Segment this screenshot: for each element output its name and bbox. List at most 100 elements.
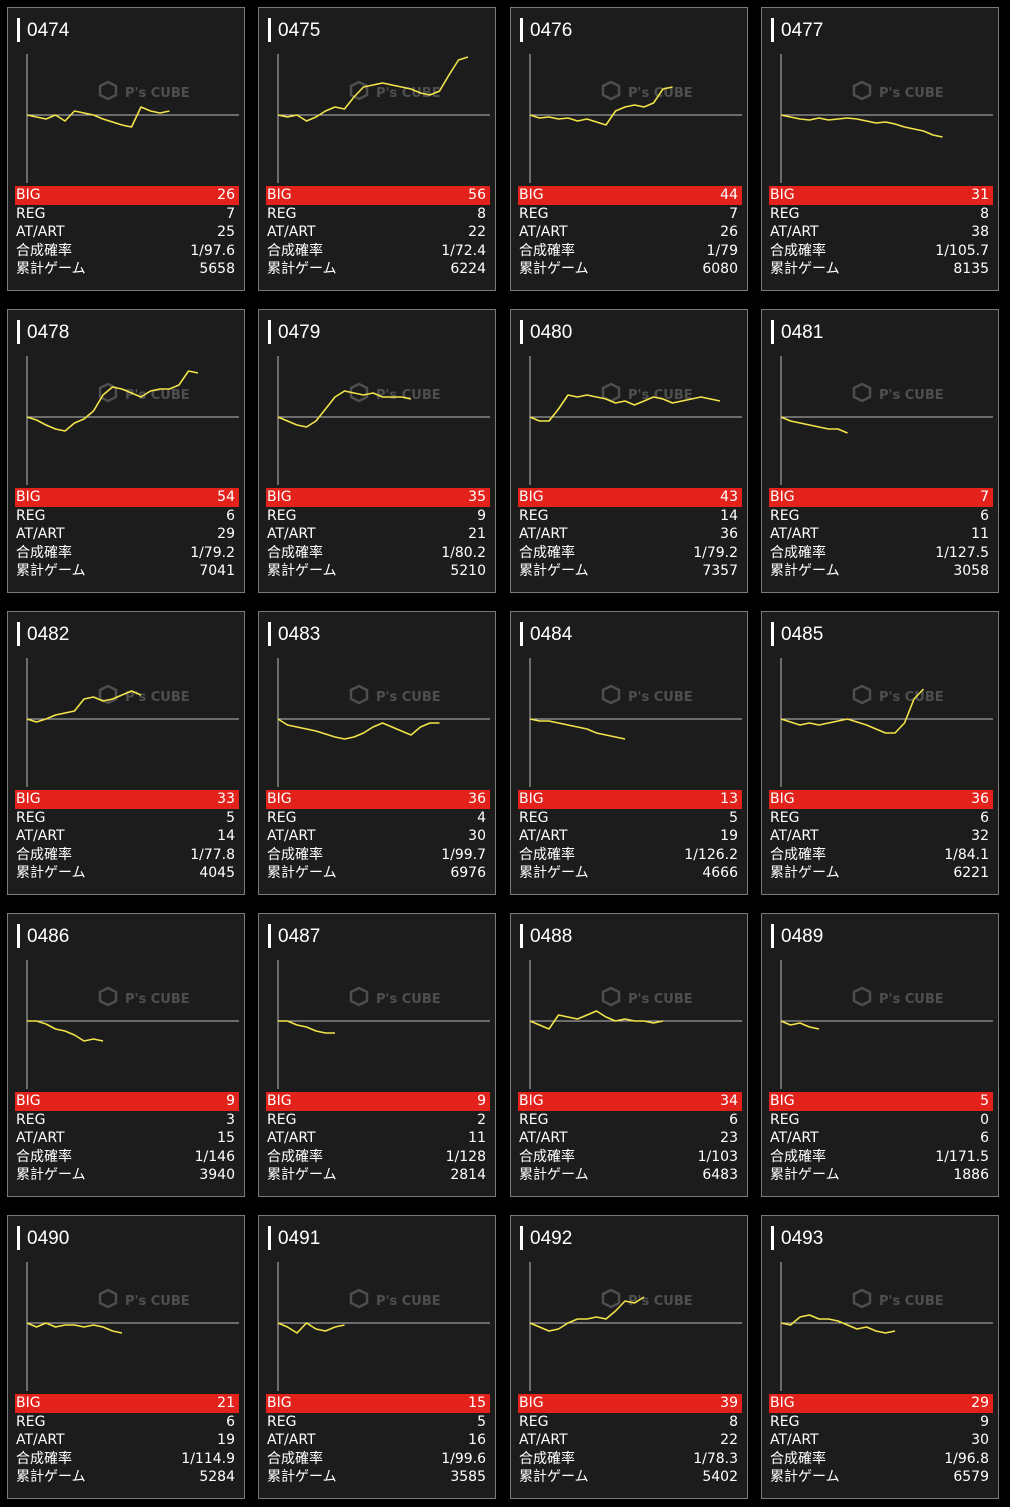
probability-row-value: 1/96.8 xyxy=(944,1450,989,1467)
watermark-text: P's CUBE xyxy=(628,992,693,1007)
at-row-label: AT/ART xyxy=(16,1130,65,1147)
big-row-label: BIG xyxy=(519,1093,544,1109)
probability-row-value: 1/99.7 xyxy=(441,846,486,863)
machine-card-0477[interactable]: 0477 P's CUBE BIG 31 REG 8 AT/ART 38 合成確率 1/105.7… xyxy=(761,7,999,291)
at-row: AT/ART 23 xyxy=(518,1129,742,1148)
machine-card-0478[interactable]: 0478 P's CUBE BIG 54 REG 6 AT/ART 29 合成確率 1/79.2 累… xyxy=(7,309,245,593)
reg-row-value: 9 xyxy=(980,1413,989,1430)
trend-line xyxy=(277,1322,345,1334)
big-row-value: 44 xyxy=(720,187,738,203)
cube-icon xyxy=(601,80,621,101)
big-row-label: BIG xyxy=(267,1395,292,1411)
big-row: BIG 39 xyxy=(518,1394,742,1413)
slump-graph: P's CUBE xyxy=(780,356,993,485)
at-row: AT/ART 15 xyxy=(15,1129,239,1148)
total-games-row: 累計ゲーム 6221 xyxy=(769,864,993,883)
probability-row: 合成確率 1/77.8 xyxy=(15,846,239,865)
reg-row: REG 8 xyxy=(518,1413,742,1432)
big-row: BIG 29 xyxy=(769,1394,993,1413)
reg-row-label: REG xyxy=(16,1413,46,1430)
big-row-label: BIG xyxy=(16,1395,41,1411)
at-row: AT/ART 19 xyxy=(15,1431,239,1450)
reg-row: REG 7 xyxy=(518,205,742,224)
total-games-row-value: 3940 xyxy=(199,1167,235,1184)
machine-card-0480[interactable]: 0480 P's CUBE BIG 43 REG 14 AT/ART 36 合成確率 1/79.2… xyxy=(510,309,748,593)
reg-row-label: REG xyxy=(519,1413,549,1430)
watermark-text: P's CUBE xyxy=(376,690,441,705)
stats-table: BIG 35 REG 9 AT/ART 21 合成確率 1/80.2 累計ゲーム 5210 xyxy=(266,488,490,581)
machine-card-0490[interactable]: 0490 P's CUBE BIG 21 REG 6 AT/ART 19 合成確率 1/114.9… xyxy=(7,1215,245,1499)
big-row-label: BIG xyxy=(267,187,292,203)
machine-card-0489[interactable]: 0489 P's CUBE BIG 5 REG 0 AT/ART 6 合成確率 1/171.5 累計… xyxy=(761,913,999,1197)
reg-row-label: REG xyxy=(770,507,800,524)
total-games-row-label: 累計ゲーム xyxy=(770,1167,840,1184)
reg-row: REG 9 xyxy=(266,507,490,526)
title-marker xyxy=(17,1226,20,1250)
machine-card-0479[interactable]: 0479 P's CUBE BIG 35 REG 9 AT/ART 21 合成確率 1/80.2 累… xyxy=(258,309,496,593)
machine-card-0485[interactable]: 0485 P's CUBE BIG 36 REG 6 AT/ART 32 合成確率 1/84.1 累… xyxy=(761,611,999,895)
machine-card-0487[interactable]: 0487 P's CUBE BIG 9 REG 2 AT/ART 11 合成確率 1/128 累計ゲ… xyxy=(258,913,496,1197)
probability-row-label: 合成確率 xyxy=(267,846,323,863)
watermark-logo: P's CUBE xyxy=(601,986,693,1007)
machine-card-0491[interactable]: 0491 P's CUBE BIG 15 REG 5 AT/ART 16 合成確率 1/99.6 累… xyxy=(258,1215,496,1499)
at-row-value: 30 xyxy=(971,1432,989,1449)
cube-icon xyxy=(98,80,118,101)
machine-number: 0483 xyxy=(278,624,321,645)
at-row-value: 22 xyxy=(720,1432,738,1449)
big-row-label: BIG xyxy=(770,1093,795,1109)
big-row-value: 9 xyxy=(226,1093,235,1109)
total-games-row-label: 累計ゲーム xyxy=(519,1469,589,1486)
machine-card-0476[interactable]: 0476 P's CUBE BIG 44 REG 7 AT/ART 26 合成確率 1/79 累計ゲ… xyxy=(510,7,748,291)
probability-row-value: 1/80.2 xyxy=(441,544,486,561)
at-row: AT/ART 14 xyxy=(15,827,239,846)
reg-row-label: REG xyxy=(519,1111,549,1128)
probability-row-label: 合成確率 xyxy=(770,846,826,863)
watermark-logo: P's CUBE xyxy=(601,80,693,101)
at-row-label: AT/ART xyxy=(267,1130,316,1147)
reg-row: REG 6 xyxy=(15,1413,239,1432)
reg-row: REG 6 xyxy=(769,507,993,526)
watermark-text: P's CUBE xyxy=(376,388,441,403)
slump-graph: P's CUBE xyxy=(529,54,742,183)
big-row-value: 43 xyxy=(720,489,738,505)
watermark-text: P's CUBE xyxy=(376,992,441,1007)
total-games-row-label: 累計ゲーム xyxy=(267,1167,337,1184)
big-row: BIG 36 xyxy=(769,790,993,809)
machine-card-0483[interactable]: 0483 P's CUBE BIG 36 REG 4 AT/ART 30 合成確率 1/99.7 累… xyxy=(258,611,496,895)
machine-card-0492[interactable]: 0492 P's CUBE BIG 39 REG 8 AT/ART 22 合成確率 1/78.3 累… xyxy=(510,1215,748,1499)
reg-row-label: REG xyxy=(770,205,800,222)
big-row: BIG 21 xyxy=(15,1394,239,1413)
at-row: AT/ART 11 xyxy=(769,525,993,544)
trend-line xyxy=(529,394,721,422)
machine-number: 0482 xyxy=(27,624,70,645)
machine-card-0475[interactable]: 0475 P's CUBE BIG 56 REG 8 AT/ART 22 合成確率 1/72.4 累… xyxy=(258,7,496,291)
reg-row-value: 8 xyxy=(729,1413,738,1430)
watermark-logo: P's CUBE xyxy=(349,382,441,403)
slump-graph: P's CUBE xyxy=(529,356,742,485)
cube-icon xyxy=(98,986,118,1007)
reg-row-value: 5 xyxy=(729,809,738,826)
machine-card-0481[interactable]: 0481 P's CUBE BIG 7 REG 6 AT/ART 11 合成確率 1/127.5 累… xyxy=(761,309,999,593)
probability-row-value: 1/84.1 xyxy=(944,846,989,863)
probability-row: 合成確率 1/79.2 xyxy=(518,544,742,563)
slump-graph: P's CUBE xyxy=(26,356,239,485)
machine-card-0488[interactable]: 0488 P's CUBE BIG 34 REG 6 AT/ART 23 合成確率 1/103 累計… xyxy=(510,913,748,1197)
probability-row-label: 合成確率 xyxy=(16,242,72,259)
watermark-logo: P's CUBE xyxy=(601,382,693,403)
probability-row: 合成確率 1/80.2 xyxy=(266,544,490,563)
machine-card-0474[interactable]: 0474 P's CUBE BIG 26 REG 7 AT/ART 25 合成確率 1/97.6 累… xyxy=(7,7,245,291)
total-games-row-value: 7357 xyxy=(702,563,738,580)
cube-icon xyxy=(98,1288,118,1309)
reg-row-value: 3 xyxy=(226,1111,235,1128)
reg-row-value: 4 xyxy=(477,809,486,826)
total-games-row-value: 3058 xyxy=(953,563,989,580)
slump-graph: P's CUBE xyxy=(277,960,490,1089)
machine-card-0493[interactable]: 0493 P's CUBE BIG 29 REG 9 AT/ART 30 合成確率 1/96.8 累… xyxy=(761,1215,999,1499)
big-row-label: BIG xyxy=(267,1093,292,1109)
total-games-row-value: 6483 xyxy=(702,1167,738,1184)
cube-icon xyxy=(852,1288,872,1309)
machine-card-0482[interactable]: 0482 P's CUBE BIG 33 REG 5 AT/ART 14 合成確率 1/77.8 累… xyxy=(7,611,245,895)
machine-card-0486[interactable]: 0486 P's CUBE BIG 9 REG 3 AT/ART 15 合成確率 1/146 累計ゲ… xyxy=(7,913,245,1197)
total-games-row-label: 累計ゲーム xyxy=(267,865,337,882)
machine-card-0484[interactable]: 0484 P's CUBE BIG 13 REG 5 AT/ART 19 合成確率 1/126.2… xyxy=(510,611,748,895)
